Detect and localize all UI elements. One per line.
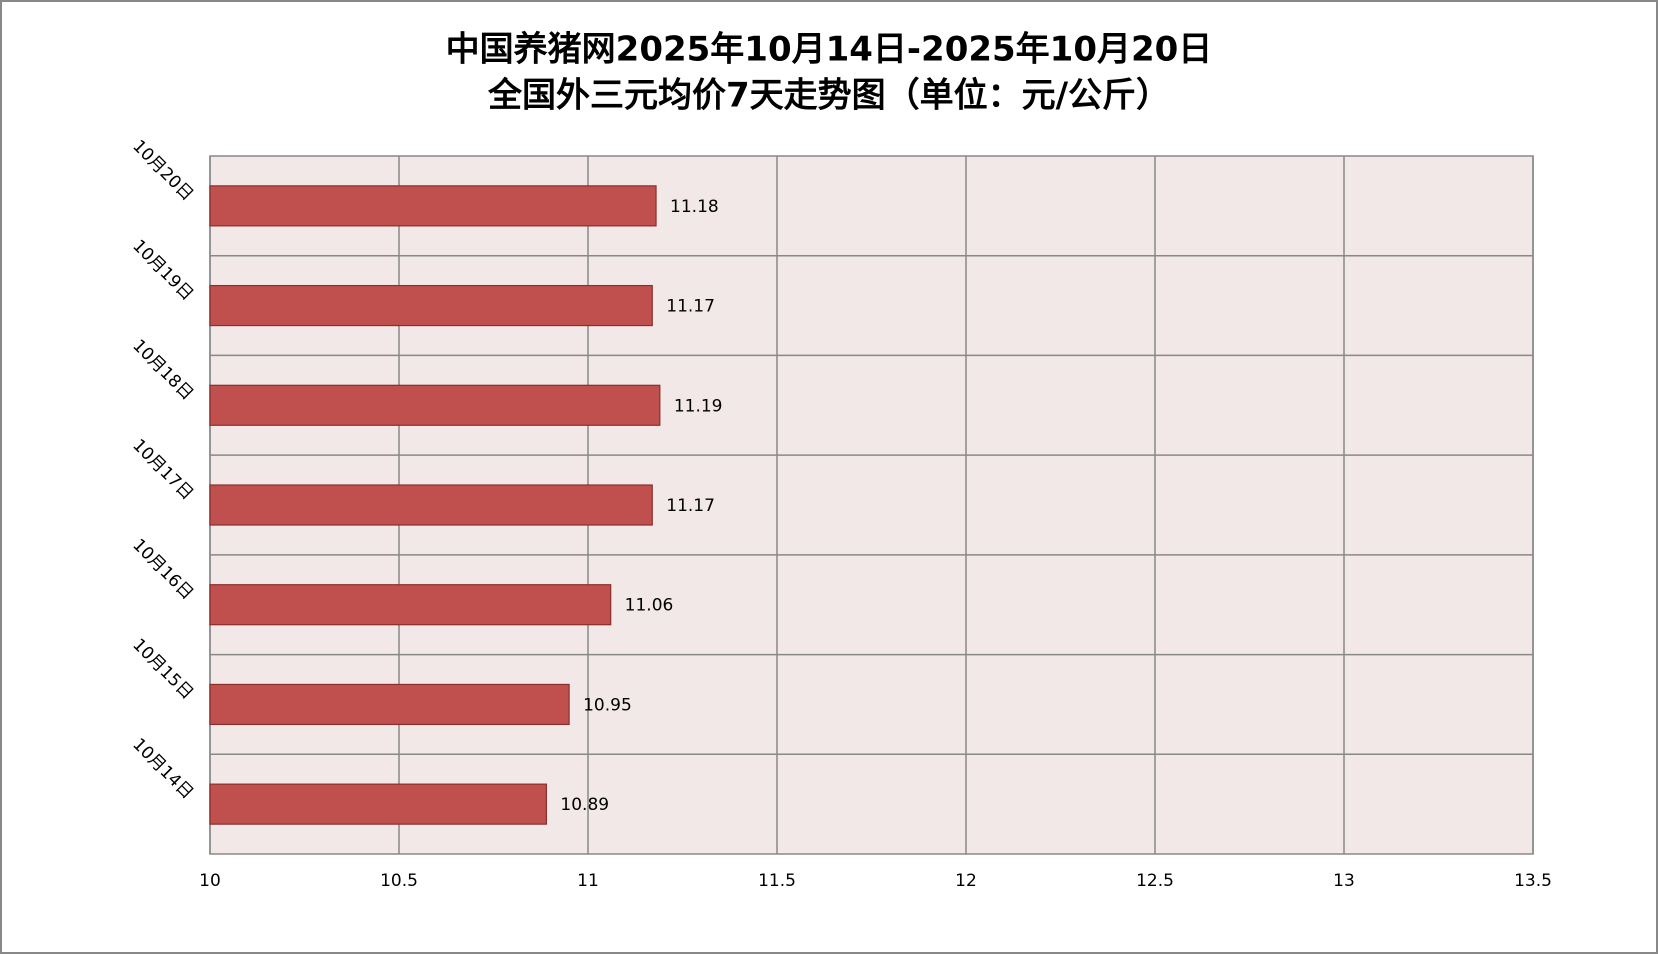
chart-title: 中国养猪网2025年10月14日-2025年10月20日 [446,30,1213,70]
value-label: 11.06 [625,596,674,616]
x-tick-label: 13.5 [1514,871,1552,891]
value-label: 11.19 [674,396,723,416]
bar [209,185,657,227]
value-label: 11.17 [666,297,715,317]
bar [209,384,661,426]
bar [209,484,653,526]
bar [209,783,548,825]
x-tick-label: 12.5 [1136,871,1174,891]
value-label: 10.89 [560,795,609,815]
value-label: 11.17 [666,496,715,516]
x-tick-label: 13 [1333,871,1355,891]
x-tick-label: 11.5 [758,871,796,891]
bar [209,284,653,327]
value-label: 10.95 [583,695,632,715]
x-tick-label: 12 [955,871,977,891]
x-tick-label: 11 [577,871,599,891]
x-tick-label: 10.5 [380,871,418,891]
value-label: 11.18 [670,197,719,217]
chart-subtitle: 全国外三元均价7天走势图（单位：元/公斤） [487,76,1170,116]
x-tick-label: 10 [199,871,221,891]
bar [209,584,612,626]
bar [209,683,570,726]
